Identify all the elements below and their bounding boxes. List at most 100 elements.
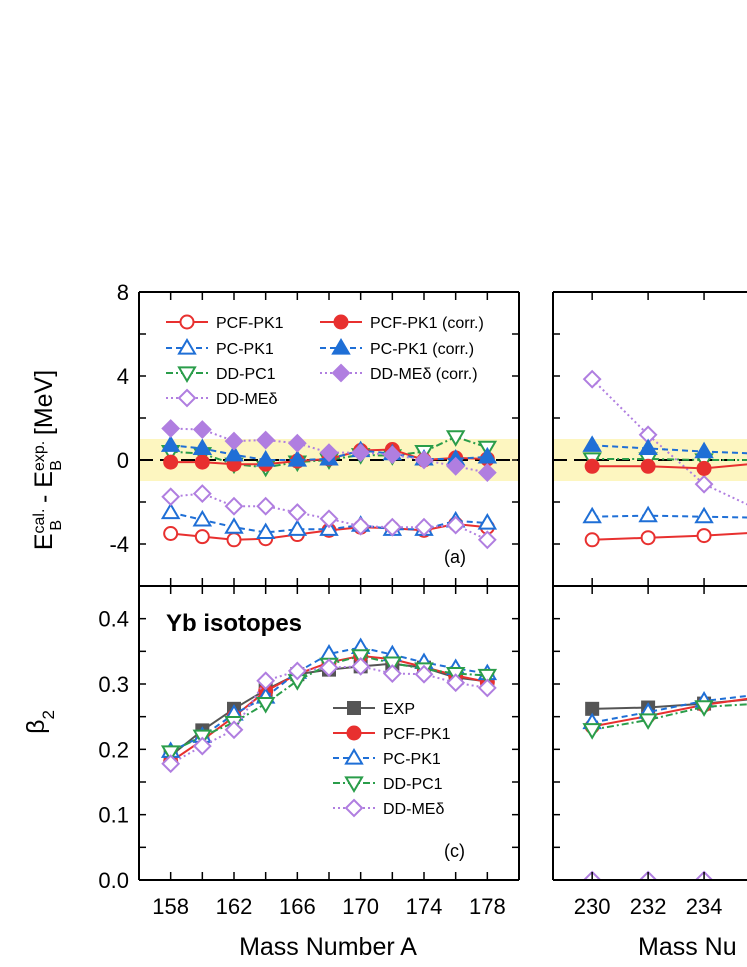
series-line-1 (592, 514, 747, 519)
legend-label: EXP (383, 701, 415, 718)
data-point (226, 532, 242, 548)
data-point (287, 661, 307, 681)
data-point (694, 700, 714, 717)
y-tick-label: 0.0 (98, 868, 129, 893)
legend-marker (344, 748, 364, 765)
panelC-ticks (138, 585, 520, 881)
data-point (382, 445, 402, 465)
panelA-ticks (138, 291, 520, 587)
legend-marker (177, 366, 197, 383)
data-point (224, 496, 244, 516)
x-tick-label: 234 (686, 894, 723, 919)
data-point (638, 713, 658, 730)
data-point (445, 430, 466, 447)
data-point (161, 487, 181, 507)
series-line-4 (592, 463, 747, 470)
data-point (638, 438, 658, 456)
panel-tag: (a) (444, 547, 466, 567)
legend-label: DD-MEδ (383, 801, 444, 818)
data-point (584, 458, 600, 474)
data-point (477, 668, 498, 686)
data-point (256, 430, 276, 450)
data-point (194, 529, 210, 545)
data-point (287, 519, 308, 536)
legend-label: DD-MEδ (corr.) (370, 366, 478, 383)
panelC-plot-area (160, 637, 498, 774)
series-line-2 (591, 694, 747, 724)
data-point (319, 443, 339, 463)
panel-a-binding-energy: 840-4 (a)PCF-PK1PC-PK1DD-PC1DD-MEδPCF-PK1… (109, 280, 520, 587)
data-point (255, 522, 276, 540)
x-tick-label: 178 (469, 894, 506, 919)
data-point (477, 446, 498, 464)
data-point (351, 443, 371, 463)
data-point (319, 658, 339, 678)
data-point (382, 517, 402, 537)
data-point (192, 438, 213, 456)
data-point (696, 528, 712, 544)
panel-d-deformation: 230 232 234 (552, 585, 747, 919)
data-point (287, 503, 307, 522)
series-line-3 (591, 703, 747, 731)
data-point (638, 505, 658, 523)
panelB-plot-area (553, 369, 747, 548)
legend-marker (177, 338, 197, 355)
x-tick-label: 166 (279, 894, 316, 919)
data-point (446, 673, 466, 693)
legend-marker (331, 338, 351, 355)
legend-label: DD-PC1 (383, 776, 443, 793)
data-point (414, 664, 434, 684)
data-point (477, 530, 497, 550)
panelD-plot-area (582, 691, 747, 880)
data-point (477, 678, 497, 698)
data-point (192, 736, 212, 756)
data-point (584, 532, 600, 548)
data-point (351, 516, 371, 536)
series-line-0 (592, 698, 747, 710)
legend-label: DD-PC1 (216, 366, 276, 383)
data-point (582, 723, 602, 740)
legend-panel-a: PCF-PK1 PC-PK1 DD-PC1 DD-MEδ PCF-PK1 (corr.)… (166, 314, 484, 408)
legend-label: PC-PK1 (corr.) (370, 341, 474, 358)
panelA-plot-area (139, 419, 519, 550)
x-tick-label: 162 (216, 894, 253, 919)
data-point (382, 664, 402, 683)
data-point (351, 656, 371, 676)
data-point (582, 506, 602, 524)
data-point (256, 671, 276, 691)
data-point (160, 745, 181, 762)
data-point (192, 420, 212, 439)
legend-marker (177, 388, 197, 408)
legend-label: PC-PK1 (383, 751, 441, 768)
data-point (192, 484, 212, 504)
data-point (160, 502, 181, 520)
data-point (446, 456, 466, 476)
data-point (414, 517, 434, 537)
x-axis-title-left: Mass Number A (239, 933, 417, 961)
data-point (161, 419, 181, 438)
data-point (224, 720, 244, 740)
panel-tag: (c) (444, 841, 465, 861)
data-point (287, 450, 308, 467)
data-point (640, 530, 656, 546)
panel-title: Yb isotopes (166, 610, 302, 637)
legend-label: PCF-PK1 (383, 726, 451, 743)
y-tick-label: 0.2 (98, 737, 129, 762)
data-point (256, 496, 276, 516)
legend-panel-c: EXP PCF-PK1 PC-PK1 DD-PC1 DD-MEδ (333, 701, 451, 818)
legend-label: DD-MEδ (216, 391, 277, 408)
legend-marker (347, 701, 361, 715)
data-point (194, 454, 210, 470)
y-tick-label: 4 (117, 364, 129, 389)
panel-c-deformation: 0.0 0.1 0.2 0.3 0.4 158 162 166 170 174 178 (c) EXP P… (98, 585, 520, 919)
y-axis-title-energy: Ecal.B - Eexp.B [MeV] (30, 370, 65, 550)
data-point (224, 444, 244, 462)
x-tick-label: 158 (152, 894, 189, 919)
y-axis-title-beta: β2 (22, 710, 58, 734)
data-point (160, 435, 181, 452)
data-point (446, 515, 466, 535)
data-point (163, 454, 179, 470)
legend-label: PC-PK1 (216, 341, 274, 358)
data-point (287, 433, 307, 453)
